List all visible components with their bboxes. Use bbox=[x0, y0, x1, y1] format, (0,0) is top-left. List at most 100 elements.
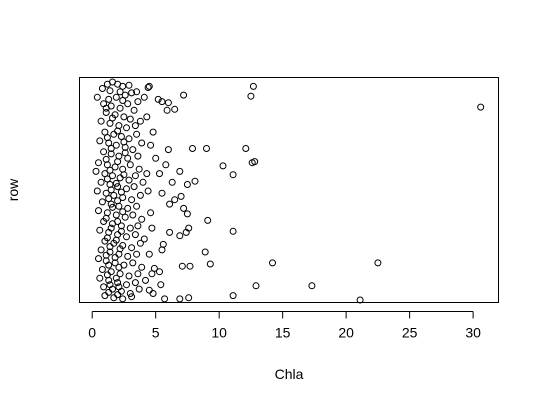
data-point bbox=[176, 167, 184, 175]
data-point bbox=[111, 254, 119, 261]
data-point bbox=[177, 192, 185, 200]
data-point bbox=[102, 251, 110, 259]
data-point bbox=[131, 231, 139, 239]
data-point bbox=[142, 276, 149, 284]
data-point bbox=[139, 178, 147, 186]
data-point bbox=[119, 97, 127, 104]
data-point bbox=[134, 152, 142, 160]
data-point bbox=[158, 246, 166, 254]
data-point bbox=[128, 293, 136, 301]
data-point bbox=[374, 259, 382, 267]
data-point bbox=[92, 167, 100, 175]
x-tick-label: 30 bbox=[465, 325, 481, 341]
data-point bbox=[126, 115, 134, 123]
data-point bbox=[125, 135, 133, 143]
data-point bbox=[308, 282, 316, 290]
data-point bbox=[229, 227, 237, 235]
data-point bbox=[119, 295, 127, 303]
data-point bbox=[133, 130, 141, 138]
data-point bbox=[116, 104, 124, 112]
data-point bbox=[123, 185, 130, 193]
data-point bbox=[126, 161, 134, 169]
data-point bbox=[98, 266, 106, 273]
data-point bbox=[356, 296, 364, 304]
data-point bbox=[176, 295, 184, 303]
data-point bbox=[125, 176, 133, 184]
data-point bbox=[164, 146, 172, 154]
data-point bbox=[106, 166, 114, 174]
data-point bbox=[183, 181, 191, 188]
data-point bbox=[128, 89, 136, 97]
data-point bbox=[138, 139, 146, 147]
data-point bbox=[135, 165, 143, 173]
data-point bbox=[140, 235, 148, 243]
data-point bbox=[189, 145, 196, 152]
data-point bbox=[156, 268, 163, 276]
data-point bbox=[102, 104, 110, 112]
data-point bbox=[116, 88, 124, 96]
data-point bbox=[158, 189, 166, 197]
data-point bbox=[103, 234, 111, 242]
data-point bbox=[128, 244, 136, 252]
data-point bbox=[203, 145, 210, 152]
data-point bbox=[106, 281, 114, 289]
data-point bbox=[114, 197, 122, 205]
data-point bbox=[111, 259, 119, 267]
data-point bbox=[206, 260, 214, 268]
data-point bbox=[109, 203, 116, 211]
data-point bbox=[114, 279, 122, 287]
data-point bbox=[252, 282, 260, 290]
data-point bbox=[131, 279, 139, 287]
data-point bbox=[107, 224, 115, 232]
data-point bbox=[93, 93, 101, 101]
data-point bbox=[98, 85, 106, 92]
data-point bbox=[134, 222, 142, 230]
data-point bbox=[105, 95, 113, 103]
data-point bbox=[125, 272, 133, 280]
data-point bbox=[102, 155, 110, 163]
data-point bbox=[120, 113, 128, 121]
data-point bbox=[166, 200, 174, 208]
data-point bbox=[116, 270, 124, 278]
data-point bbox=[152, 154, 160, 162]
data-point bbox=[116, 174, 124, 182]
data-point bbox=[140, 93, 148, 101]
data-point bbox=[134, 270, 142, 278]
data-point bbox=[129, 211, 137, 219]
data-point bbox=[180, 204, 188, 212]
data-point bbox=[186, 262, 194, 270]
data-point bbox=[110, 294, 118, 302]
data-point bbox=[124, 100, 132, 108]
data-point bbox=[133, 250, 141, 258]
data-point bbox=[102, 109, 110, 116]
data-point bbox=[95, 207, 102, 215]
data-point bbox=[204, 216, 212, 224]
data-point bbox=[219, 162, 227, 170]
data-point bbox=[98, 198, 106, 206]
data-point bbox=[171, 105, 179, 113]
data-point bbox=[112, 236, 120, 244]
data-point bbox=[123, 281, 130, 289]
data-point bbox=[136, 239, 144, 247]
data-point bbox=[106, 243, 114, 251]
data-point bbox=[120, 171, 128, 179]
data-point bbox=[110, 191, 118, 199]
data-point bbox=[183, 210, 191, 218]
data-point bbox=[97, 117, 105, 125]
data-point bbox=[178, 262, 186, 270]
data-point bbox=[135, 285, 143, 293]
data-point bbox=[97, 246, 105, 254]
data-point bbox=[126, 224, 134, 232]
data-point bbox=[120, 138, 128, 146]
data-point bbox=[138, 215, 146, 223]
data-point bbox=[124, 252, 132, 260]
data-point bbox=[107, 268, 115, 276]
data-point bbox=[158, 98, 166, 106]
data-point bbox=[138, 263, 146, 271]
x-tick-label: 25 bbox=[402, 325, 418, 341]
data-point bbox=[129, 146, 137, 154]
data-point bbox=[119, 208, 127, 216]
data-point bbox=[95, 255, 102, 263]
data-point bbox=[112, 141, 120, 149]
